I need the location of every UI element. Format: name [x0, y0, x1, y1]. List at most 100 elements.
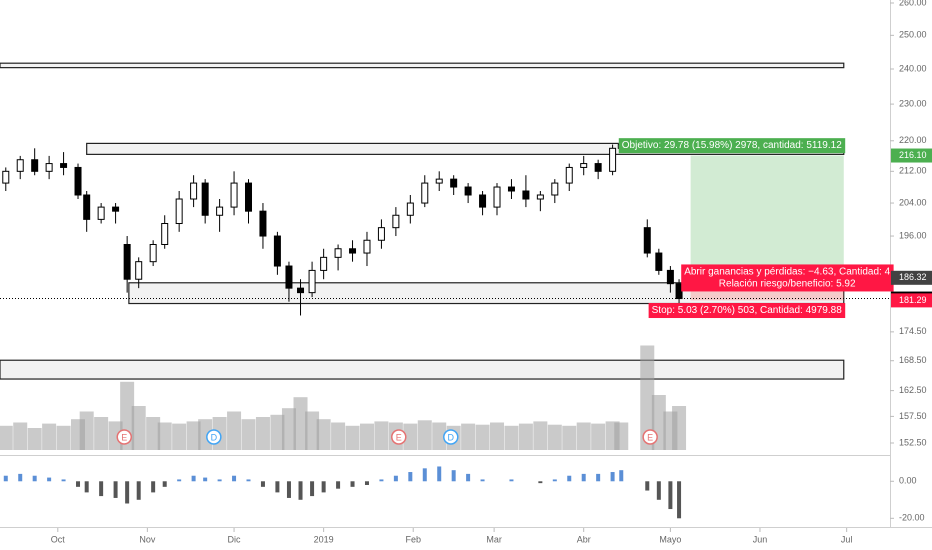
volume-bar [490, 422, 505, 450]
candle-body [464, 186, 472, 196]
candle-body [320, 256, 328, 271]
y-tick-label: 152.50 [899, 437, 927, 447]
macd-bar [538, 481, 543, 484]
candle-body [297, 287, 305, 294]
candle-body [666, 269, 674, 285]
macd-bar [645, 481, 650, 491]
event-label: E [647, 432, 653, 442]
zone [0, 62, 845, 69]
event-marker [116, 429, 133, 445]
volume-bar [591, 423, 606, 450]
x-tick-label: Mar [486, 534, 502, 544]
macd-bar [596, 473, 601, 482]
volume-bar [672, 406, 687, 450]
candle-body [334, 248, 342, 258]
price-label-background [891, 293, 932, 308]
volume-bar [640, 345, 655, 450]
volume-bar [56, 425, 71, 450]
y-tick-label: 220.00 [899, 135, 927, 145]
macd-bar [552, 479, 557, 482]
macd-bar [47, 477, 52, 482]
candle-body [421, 182, 429, 204]
candle-body [273, 235, 281, 267]
volume-bar [576, 422, 591, 450]
zone [0, 359, 845, 380]
volume-bar [614, 422, 629, 450]
volume-bar [374, 421, 389, 450]
candle-body [83, 194, 91, 220]
candle-body [522, 190, 530, 200]
candle-body [2, 170, 10, 184]
candle-body [594, 163, 602, 172]
y-tick-label: 230.00 [899, 98, 927, 108]
x-tick-label: Jun [753, 534, 768, 544]
candle-body [392, 214, 400, 229]
y-tick-label: 212.00 [899, 166, 927, 176]
macd-bar [610, 472, 615, 482]
macd-bar [393, 475, 398, 482]
ratio-text: Relación riesgo/beneficio: 5.92 [719, 278, 856, 289]
macd-bar [113, 481, 118, 498]
candle-body [349, 248, 357, 254]
macd-bar [151, 481, 156, 493]
candle-body [536, 194, 544, 200]
macd-bar [84, 481, 89, 493]
x-tick-label: Abr [577, 534, 591, 544]
event-label: E [396, 432, 402, 442]
y-tick-label: 157.50 [899, 411, 927, 421]
event-marker [443, 429, 459, 445]
candle-body [551, 182, 559, 196]
candle-body [363, 239, 371, 254]
y-tick-label: 204.00 [899, 197, 927, 207]
y-tick-label: 162.50 [899, 385, 927, 395]
macd-bar [3, 475, 8, 482]
x-tick-label: Dic [228, 534, 241, 544]
macd-y-tick-label: -20.00 [899, 513, 925, 523]
volume-bar [281, 408, 296, 450]
volume-bar [316, 419, 331, 450]
candle-body [74, 166, 82, 196]
candle-body [97, 206, 105, 220]
macd-bar [275, 481, 280, 493]
event-marker [642, 429, 658, 445]
volume-bar [270, 414, 285, 450]
event-marker [391, 429, 407, 445]
volume-bar [255, 417, 270, 450]
x-tick-label: Mayo [659, 534, 681, 544]
candle-body [60, 163, 68, 168]
y-tick-label: 240.00 [899, 63, 927, 73]
zone [128, 282, 845, 305]
macd-bar [509, 479, 514, 482]
candle-body [643, 227, 651, 254]
volume-bar [186, 421, 201, 450]
volume-bar [0, 425, 13, 450]
candle-body [675, 283, 683, 300]
macd-bar [177, 479, 182, 482]
x-tick-label: Feb [405, 534, 421, 544]
macd-bar [668, 481, 673, 510]
event-label: E [121, 432, 127, 442]
candle-body [245, 182, 253, 212]
macd-bar [162, 481, 167, 487]
event-label: D [211, 432, 218, 442]
price-label-background [891, 270, 932, 285]
volume-bar [108, 421, 123, 450]
candle-body [377, 227, 385, 241]
macd-bar [321, 481, 326, 493]
candle-body [435, 178, 443, 184]
volume-bar [13, 422, 28, 450]
candle-body [201, 182, 209, 216]
macd-bar [619, 470, 624, 482]
stop-text: Stop: 5.03 (2.70%) 503, Cantidad: 4979.8… [652, 305, 843, 316]
macd-bar [191, 475, 196, 482]
volume-bar [157, 422, 172, 450]
volume-bar [562, 425, 577, 450]
candle-body [175, 198, 183, 225]
y-tick-label: 168.50 [899, 355, 927, 365]
price-label: 216.10 [899, 150, 927, 160]
volume-bar [79, 411, 94, 450]
macd-bar [466, 473, 471, 482]
candle-body [31, 159, 39, 172]
volume-bar [417, 420, 432, 450]
